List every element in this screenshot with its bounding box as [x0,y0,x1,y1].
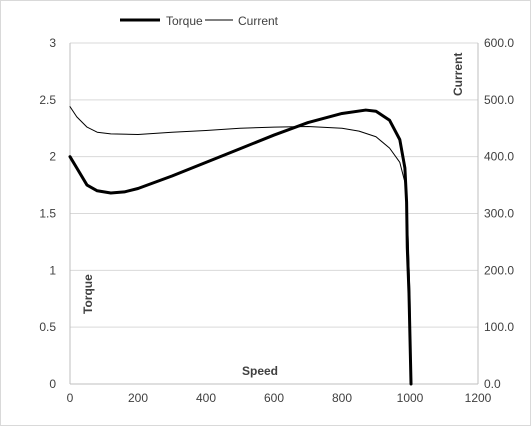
x-tick-label: 400 [196,391,216,405]
x-tick-label: 600 [264,391,284,405]
x-tick-label: 1200 [465,391,492,405]
y-left-tick-label: 3 [49,36,56,50]
y-right-tick-label: 100.0 [484,320,514,334]
y-right-tick-label: 400.0 [484,150,514,164]
x-tick-label: 800 [332,391,352,405]
x-tick-label: 200 [128,391,148,405]
y-right-tick-label: 300.0 [484,207,514,221]
y-right-tick-label: 600.0 [484,36,514,50]
series-line-current [69,106,412,385]
y-left-tick-label: 1.5 [39,207,56,221]
x-axis-title: Speed [242,364,278,378]
y-left-axis-title: Torque [81,274,95,314]
y-left-tick-label: 0.5 [39,320,56,334]
x-tick-label: 1000 [397,391,424,405]
legend: Torque Current [120,14,279,28]
legend-label-current: Current [238,14,279,28]
tick-labels: 0 0.5 1 1.5 2 2.5 3 0.0 100.0 200.0 300.0 400.0 500.… [39,36,514,405]
y-left-tick-label: 1 [49,263,56,277]
y-right-tick-label: 0.0 [484,377,501,391]
y-left-tick-label: 2 [49,150,56,164]
legend-label-torque: Torque [166,14,203,28]
series-layer [68,106,413,386]
y-right-tick-label: 500.0 [484,93,514,107]
y-left-tick-label: 2.5 [39,93,56,107]
y-right-axis-title: Current [451,53,465,96]
y-right-tick-label: 200.0 [484,263,514,277]
y-left-tick-label: 0 [49,377,56,391]
x-tick-label: 0 [67,391,74,405]
